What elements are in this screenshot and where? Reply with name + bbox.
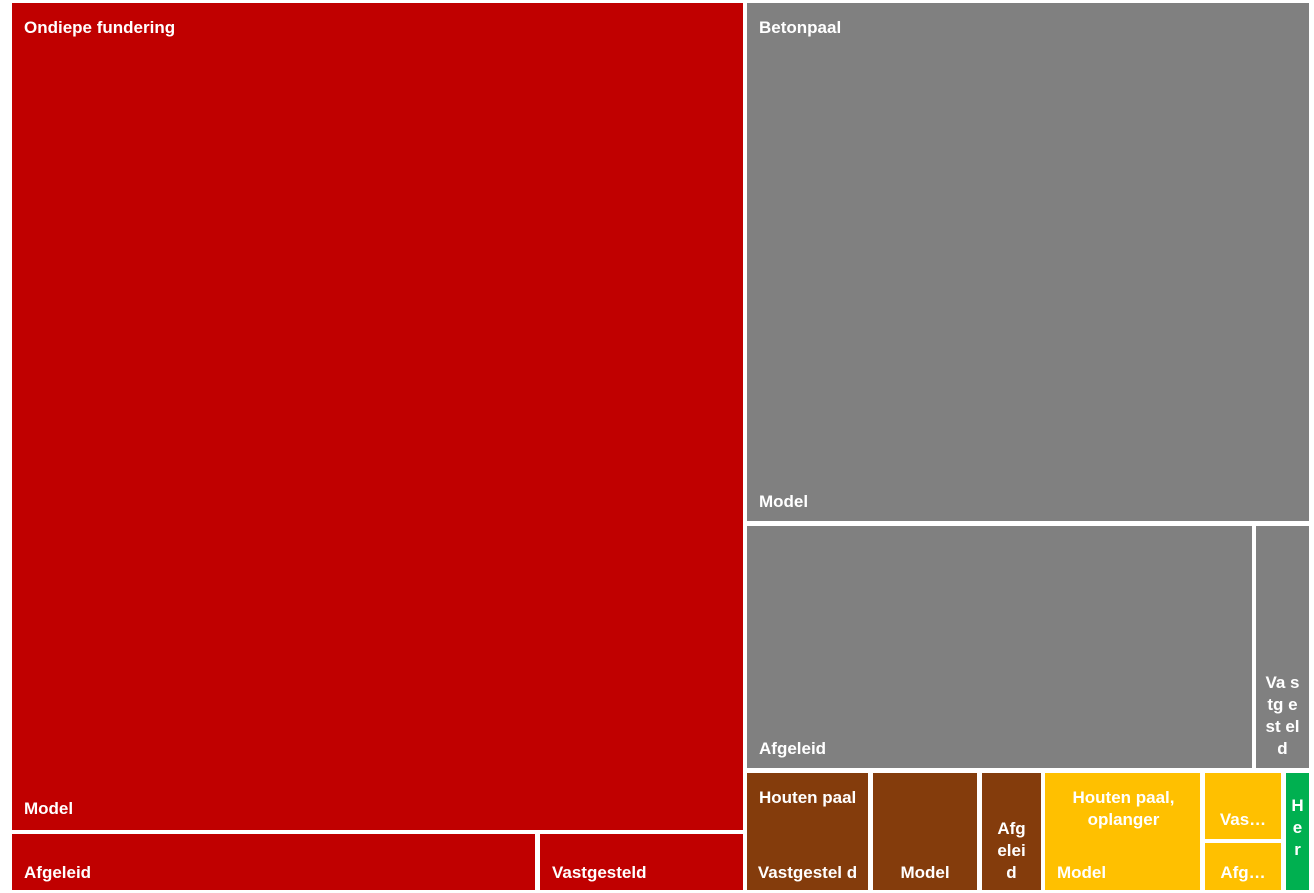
leaf-label-ondiepe-model: Model [24, 799, 74, 818]
leaf-label-oplanger-model: Model [1057, 863, 1107, 882]
group-label-ondiepe-fundering: Ondiepe fundering [24, 18, 176, 37]
leaf-label-beton-afgeleid: Afgeleid [759, 739, 827, 758]
cell-oplanger-model: Houten paal, oplanger Model [1045, 773, 1200, 890]
leaf-label-oplanger-afgeleid: Afg… [1220, 863, 1266, 882]
group-label-houten-paal: Houten paal [759, 788, 857, 807]
leaf-label-houten-vastgesteld: Vastgestel d [757, 863, 858, 882]
leaf-label-houten-afgeleid: Afg elei d [997, 819, 1026, 882]
cell-oplanger-afgeleid: Afg… [1205, 843, 1281, 890]
leaf-label-houten-model: Model [900, 863, 950, 882]
cell-ondiepe-model: Ondiepe fundering Model [12, 3, 743, 830]
cell-houten-afgeleid: Afg elei d [982, 773, 1041, 890]
cell-beton-afgeleid: Afgeleid [747, 526, 1252, 768]
leaf-label-beton-model: Model [759, 492, 809, 511]
group-label-betonpaal: Betonpaal [759, 18, 842, 37]
cell-houten-vastgesteld: Houten paal Vastgestel d [747, 773, 868, 890]
leaf-label-ondiepe-afgeleid: Afgeleid [24, 863, 92, 882]
leaf-label-beton-vastgesteld: Va stg est eld [1265, 673, 1300, 758]
cell-ondiepe-afgeleid: Afgeleid [12, 834, 535, 890]
cell-her: H e r [1286, 773, 1309, 890]
group-label-her: H e r [1291, 796, 1304, 859]
cell-beton-vastgesteld: Va stg est eld [1256, 526, 1309, 768]
leaf-label-oplanger-vastgesteld: Vas… [1219, 810, 1267, 829]
cell-houten-model: Model [873, 773, 977, 890]
cell-ondiepe-vastgesteld: Vastgesteld [540, 834, 743, 890]
group-label-houten-paal-oplanger: Houten paal, oplanger [1072, 788, 1175, 829]
cell-beton-model: Betonpaal Model [747, 3, 1309, 521]
leaf-label-ondiepe-vastgesteld: Vastgesteld [552, 863, 647, 882]
cell-oplanger-vastgesteld: Vas… [1205, 773, 1281, 839]
